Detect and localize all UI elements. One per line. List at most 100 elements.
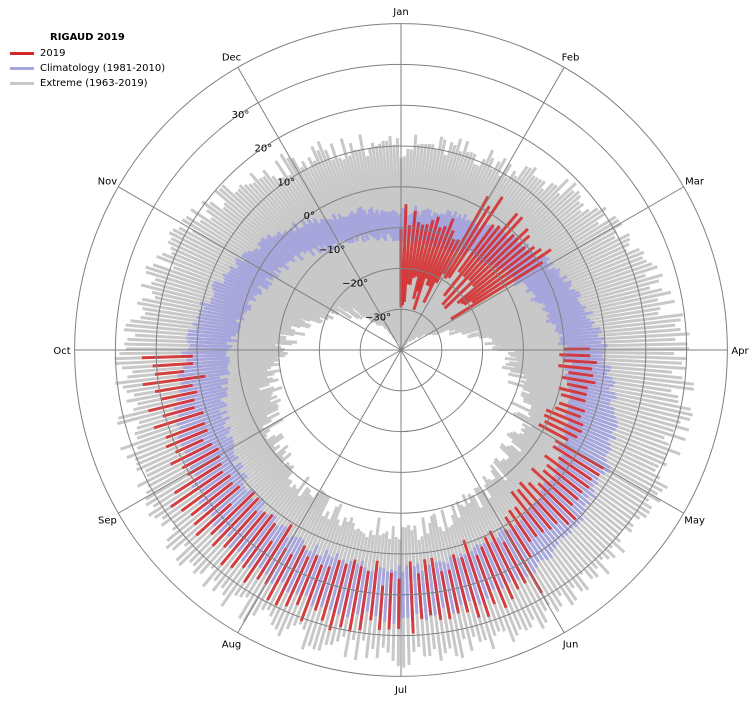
climatology-bar [439,215,454,244]
year-2019-bar [507,509,532,543]
climatology-bar [527,271,561,290]
year-2019-bar [412,219,435,300]
climatology-bar [229,269,269,290]
climatology-bar [373,212,382,239]
climatology-bar [564,441,611,469]
year-2019-bar [402,225,412,303]
climatology-bar [559,334,598,340]
year-2019-bar [430,557,443,621]
year-2019-bar [211,497,260,547]
climatology-bar [566,344,608,348]
grid-spoke [400,186,684,351]
year-2019-bar [193,485,241,526]
climatology-bar [453,220,473,252]
climatology-bar [331,213,349,243]
year-2019-bar [463,247,542,306]
climatology-bar [359,206,370,235]
climatology-bar [489,541,512,583]
climatology-bar [416,210,425,245]
climatology-bar [227,271,259,289]
climatology-bar [448,555,463,606]
year-2019-bar [284,556,310,607]
climatology-bar [522,512,554,553]
climatology-bar [401,207,405,241]
year-2019-bar [442,195,490,276]
climatology-bar [450,213,468,244]
year-2019-bar [369,560,379,621]
climatology-bar [463,554,482,605]
climatology-bar [549,479,587,513]
climatology-bar [498,527,529,578]
climatology-bar [210,297,252,312]
climatology-bar [557,460,595,488]
climatology-bar [183,362,229,370]
climatology-bar [258,525,288,569]
year-2019-bar [561,375,596,385]
legend-swatch-extreme [10,82,34,85]
legend-swatch-climatology [10,67,34,70]
grid-spoke [400,349,684,514]
radial-tick-label: 10° [277,177,295,188]
climatology-bar [210,300,247,313]
climatology-bar [272,235,296,257]
year-2019-bar [153,410,204,430]
climatology-bar [213,291,249,305]
radial-tick-label: 0° [304,211,315,222]
year-2019-bar [222,509,258,549]
climatology-bar [234,257,274,281]
year-2019-bar [408,221,421,286]
year-2019-bar [502,541,527,584]
climatology-bar [178,410,228,430]
year-2019-bar [414,224,429,277]
climatology-bar [541,297,579,311]
climatology-bar [188,329,236,337]
month-label-jun: Jun [562,640,579,651]
climatology-bar [482,542,505,590]
month-label-aug: Aug [222,640,242,651]
year-2019-bar [170,470,224,509]
climatology-bar [572,362,612,369]
climatology-bar [328,559,346,611]
climatology-bar [501,248,527,271]
climatology-bar [367,208,378,239]
month-label-sep: Sep [98,516,117,527]
climatology-bar [283,230,308,254]
year-2019-bar [450,260,544,321]
climatology-bar [545,310,594,323]
year-2019-bar [471,234,531,288]
climatology-bar [223,280,258,297]
year-2019-bar [545,463,583,494]
climatology-bar [545,293,581,308]
climatology-bar [525,267,556,286]
climatology-bar [179,365,228,374]
extreme-bar [395,138,403,351]
climatology-bar [181,350,227,355]
climatology-bar [259,247,290,271]
year-2019-bar [266,553,294,601]
climatology-bar [282,232,303,253]
climatology-bar [319,218,337,245]
year-2019-bars [141,195,605,634]
year-2019-bar [170,442,213,466]
climatology-bar [280,539,305,583]
year-2019-bar [173,462,223,495]
year-2019-bar [147,398,195,413]
month-label-jan: Jan [392,7,408,18]
year-2019-bar [442,225,501,297]
year-2019-bar [462,539,491,618]
climatology-bar [322,218,341,247]
climatology-bar [348,213,360,239]
grid-spoke [118,349,402,514]
month-label-may: May [684,516,705,527]
year-2019-bar [471,248,552,304]
climatology-bar [548,309,585,320]
year-2019-bar [443,227,529,310]
climatology-bar [482,236,509,264]
climatology-bar [353,213,366,243]
climatology-bar [531,275,568,294]
year-2019-bar [554,439,605,470]
climatology-bar [180,425,225,447]
climatology-bar [405,215,410,236]
climatology-bar [264,536,290,575]
climatology-bar [183,435,234,464]
